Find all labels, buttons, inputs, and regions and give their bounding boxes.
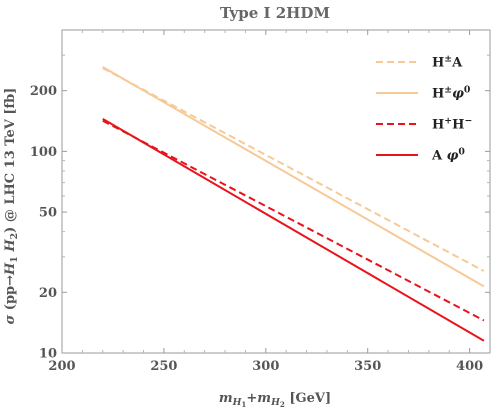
series-line-3 <box>102 119 485 322</box>
x-tick-label: 250 <box>150 359 177 374</box>
legend-label-1: H±A <box>432 54 463 71</box>
legend: H±A H±φ0 H+H− A φ0 <box>376 54 472 164</box>
y-tick-label: 200 <box>30 84 57 99</box>
plot-frame <box>61 29 491 354</box>
x-tick-label: 300 <box>252 359 279 374</box>
x-tick-label: 400 <box>456 359 483 374</box>
y-tick-label: 20 <box>39 286 57 301</box>
x-tick-label: 350 <box>354 359 381 374</box>
series-line-1 <box>102 67 485 272</box>
series-line-2 <box>102 66 485 288</box>
x-tick-label: 200 <box>48 359 75 374</box>
x-axis-label: mH1+mH2 [GeV] <box>219 391 331 409</box>
legend-label-2: H±φ0 <box>432 85 471 102</box>
y-tick-label: 50 <box>39 206 57 221</box>
chart-title: Type I 2HDM <box>220 4 330 22</box>
legend-label-4: A φ0 <box>431 147 465 164</box>
y-axis: 10 20 50 100 200 <box>30 54 490 362</box>
x-axis: 200 250 300 350 400 <box>48 30 483 374</box>
legend-label-3: H+H− <box>432 116 472 133</box>
series-line-4 <box>102 117 485 342</box>
y-axis-label: σ (pp→H1 H2) @ LHC 13 TeV [fb] <box>3 88 20 325</box>
series-layer <box>102 66 485 342</box>
y-tick-label: 100 <box>30 145 57 160</box>
y-tick-label: 10 <box>39 347 57 362</box>
